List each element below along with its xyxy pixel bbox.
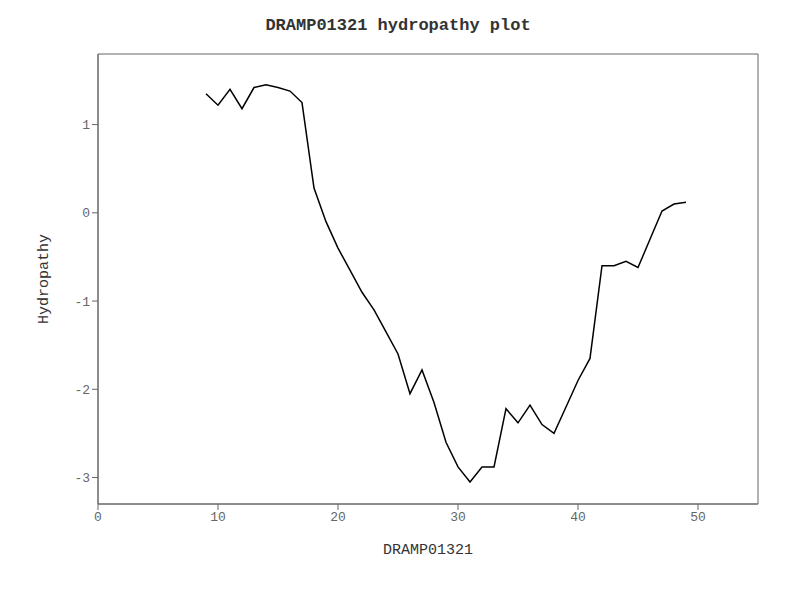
svg-text:DRAMP01321: DRAMP01321: [383, 542, 473, 559]
svg-text:10: 10: [210, 510, 226, 525]
svg-text:1: 1: [82, 118, 90, 133]
html-text:DRAMP01321 hydropathy plot: DRAMP01321 hydropathy plot: [265, 16, 531, 35]
svg-text:0: 0: [94, 510, 102, 525]
svg-text:-2: -2: [74, 383, 90, 398]
svg-text:20: 20: [330, 510, 346, 525]
svg-text:Hydropathy: Hydropathy: [36, 234, 53, 324]
svg-text:0: 0: [82, 206, 90, 221]
svg-text:40: 40: [570, 510, 586, 525]
svg-text:50: 50: [690, 510, 706, 525]
svg-text:-1: -1: [74, 295, 90, 310]
svg-text:-3: -3: [74, 471, 90, 486]
svg-text:30: 30: [450, 510, 466, 525]
